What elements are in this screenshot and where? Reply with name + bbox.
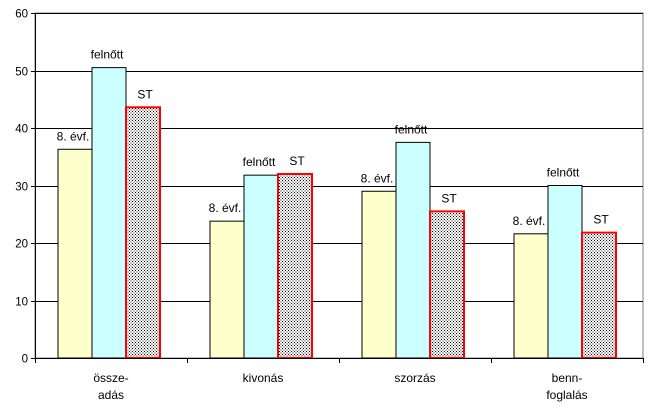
bar-label: 8. évf. [209,201,242,215]
bars [57,67,617,359]
x-category-label: foglalás [546,388,587,402]
bar-st [125,106,161,359]
bar-felnott [395,141,431,359]
bar-felnott [91,67,127,359]
bar-label: felnőtt [547,166,580,180]
bar-st [429,210,465,359]
bar-label: felnőtt [243,155,276,169]
y-tick-label: 30 [15,182,28,194]
bar-label: ST [289,154,305,168]
y-axis: 0 10 20 30 40 50 60 [15,9,36,366]
y-tick-label: 20 [15,239,28,251]
bar-st [581,231,617,359]
x-category-label: kivonás [243,371,284,385]
y-tick-label: 0 [22,354,28,366]
bar-st [277,173,313,359]
bar-label: ST [441,191,457,205]
bar-label: felnőtt [395,122,428,136]
x-category-label: benn- [552,371,583,385]
bar-label: 8. évf. [57,129,90,143]
x-axis: össze-adás kivonás szorzás benn-foglalás [35,358,644,402]
bar-evf [209,220,245,359]
bar-label: 8. évf. [361,171,394,185]
bar-label: ST [593,213,609,227]
bar-label: felnőtt [91,48,124,62]
y-tick-label: 40 [15,124,28,136]
y-tick-label: 10 [15,297,28,309]
y-tick-label: 60 [15,9,28,21]
bar-evf [513,233,549,359]
bar-evf [361,190,397,359]
x-category-label: össze- [93,371,128,385]
x-category-label: szorzás [394,371,435,385]
data-labels: 8. évf. felnőtt ST 8. évf. felnőtt ST 8. évf. f… [57,48,610,228]
bar-label: 8. évf. [513,214,546,228]
y-tick-label: 50 [15,67,28,79]
bar-felnott [243,174,279,359]
x-category-label: adás [98,388,124,402]
bar-label: ST [137,87,153,101]
bar-felnott [547,185,583,359]
bar-evf [57,148,93,359]
